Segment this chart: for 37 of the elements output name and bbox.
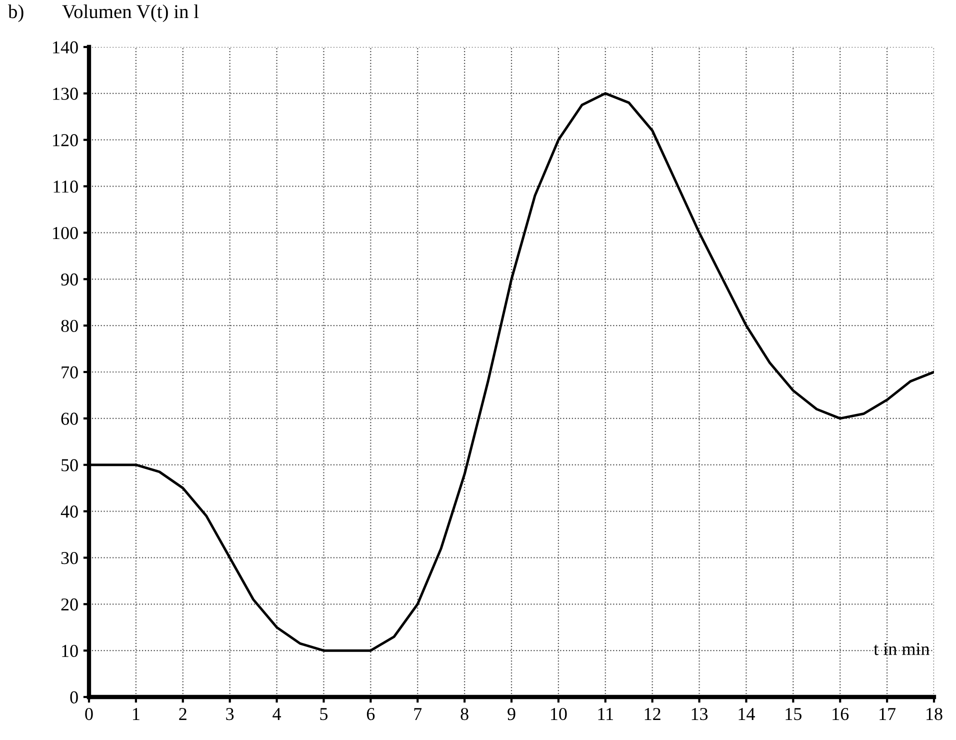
- x-tick-label: 8: [460, 708, 468, 720]
- x-tick-label: 5: [320, 708, 328, 720]
- y-tick-label: 130: [53, 88, 78, 100]
- x-tick-label: 6: [366, 708, 375, 720]
- x-tick-label: 2: [179, 708, 186, 720]
- x-tick-label: 11: [598, 708, 613, 720]
- y-tick-label: 20: [61, 598, 78, 611]
- x-tick-label: 3: [226, 708, 234, 720]
- x-tick-label: 16: [832, 708, 849, 720]
- x-tick-label: 10: [551, 708, 567, 720]
- x-tick-label: 7: [414, 708, 422, 720]
- x-tick-label: 18: [926, 708, 942, 720]
- y-tick-label: 90: [61, 273, 78, 286]
- y-tick-label: 60: [61, 412, 78, 425]
- y-axis-title: Volumen V(t) in l: [62, 4, 199, 22]
- y-tick-label: 50: [62, 459, 78, 472]
- y-tick-label: 40: [60, 506, 78, 518]
- y-tick-label: 70: [62, 366, 78, 378]
- x-axis-title: t in min: [874, 642, 930, 656]
- y-tick-label: 140: [53, 41, 78, 54]
- x-tick-label: 4: [272, 708, 282, 720]
- x-tick-label: 17: [880, 708, 896, 720]
- y-tick-label: 0: [70, 691, 78, 704]
- y-tick-label: 100: [53, 226, 78, 240]
- y-tick-label: 80: [61, 320, 78, 332]
- x-tick-label: 15: [786, 708, 802, 720]
- x-tick-label: 13: [692, 708, 708, 720]
- x-tick-label: 1: [133, 708, 140, 720]
- y-tick-label: 110: [54, 180, 78, 193]
- y-tick-label: 120: [53, 134, 78, 146]
- y-tick-label: 10: [62, 644, 78, 658]
- x-tick-label: 12: [644, 708, 660, 720]
- y-tick-label: 30: [61, 552, 78, 564]
- chart-title: b): [8, 4, 24, 22]
- x-tick-label: 9: [508, 708, 516, 720]
- x-tick-label: 14: [738, 708, 755, 720]
- x-tick-label: 0: [85, 708, 93, 720]
